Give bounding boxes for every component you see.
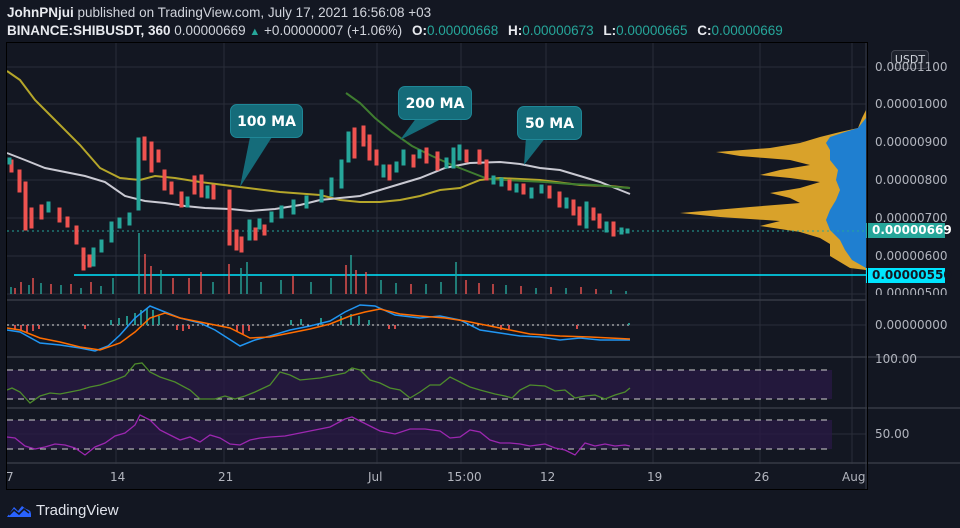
price-tick: 0.00000700 <box>875 211 948 225</box>
callout-50ma[interactable]: 50 MA <box>517 106 582 140</box>
callout-label: 100 MA <box>230 104 303 138</box>
rsi-pane[interactable] <box>6 362 832 404</box>
time-tick: 12 <box>540 470 556 484</box>
candlesticks[interactable] <box>7 125 630 271</box>
symbol-info: BINANCE:SHIBUSDT, 360 0.00000669 ▲ +0.00… <box>7 22 783 40</box>
macd-pane[interactable] <box>6 304 631 352</box>
open-label: O: <box>411 23 427 38</box>
price-tick: 0.00001100 <box>875 60 948 74</box>
currency-badge[interactable]: USDT <box>891 50 929 69</box>
time-tick: 21 <box>218 470 234 484</box>
high-label: H: <box>508 23 523 38</box>
up-arrow-icon: ▲ <box>249 26 261 38</box>
support-price-tag: 0.00000550 <box>866 268 952 283</box>
stoch-rsi-pane[interactable] <box>6 414 832 456</box>
close-value: 0.00000669 <box>711 23 783 38</box>
ma200-line[interactable] <box>345 92 631 189</box>
time-tick: 7 <box>6 470 14 484</box>
low-label: L: <box>603 23 617 38</box>
high-value: 0.00000673 <box>522 23 594 38</box>
callout-200ma[interactable]: 200 MA <box>398 86 472 120</box>
close-label: C: <box>697 23 712 38</box>
price-change: +0.00000007 (+1.06%) <box>264 23 403 38</box>
time-tick: Aug <box>842 470 866 484</box>
time-tick: 14 <box>110 470 126 484</box>
tradingview-brand[interactable]: TradingView <box>36 501 119 519</box>
symbol-name[interactable]: BINANCE:SHIBUSDT, 360 <box>7 23 171 38</box>
time-tick: 26 <box>754 470 770 484</box>
price-tick: 0.00000500 <box>875 286 948 295</box>
price-tick: 0.00000800 <box>875 173 948 187</box>
volume-profile <box>680 110 866 270</box>
low-value: 0.00000665 <box>616 23 688 38</box>
volume-bars <box>10 233 627 294</box>
publish-info: JohnPNjui published on TradingView.com, … <box>7 4 783 22</box>
price-tick: 0.00000900 <box>875 135 948 149</box>
open-value: 0.00000668 <box>426 23 499 38</box>
macd-zero-label: 0.00000000 <box>875 318 948 332</box>
time-tick: Jul <box>368 470 383 484</box>
time-tick: 15:00 <box>447 470 482 484</box>
tradingview-logo-icon[interactable] <box>6 502 32 518</box>
time-tick: 19 <box>647 470 663 484</box>
author-name[interactable]: JohnPNjui <box>7 5 74 20</box>
rsi-mid-label: 50.00 <box>875 427 910 441</box>
chart-header: JohnPNjui published on TradingView.com, … <box>7 4 783 40</box>
current-price-tag: 0.00000669 <box>866 223 952 238</box>
price-tick: 0.00000600 <box>875 249 948 263</box>
pane-separators[interactable] <box>7 299 960 464</box>
chart-frame <box>6 42 868 490</box>
rsi-upper-label: 100.00 <box>875 352 917 364</box>
published-text: published on TradingView.com, July 17, 2… <box>77 5 432 20</box>
last-price: 0.00000669 <box>174 23 246 38</box>
footer: TradingView <box>6 500 119 520</box>
price-tick: 0.00001000 <box>875 97 948 111</box>
